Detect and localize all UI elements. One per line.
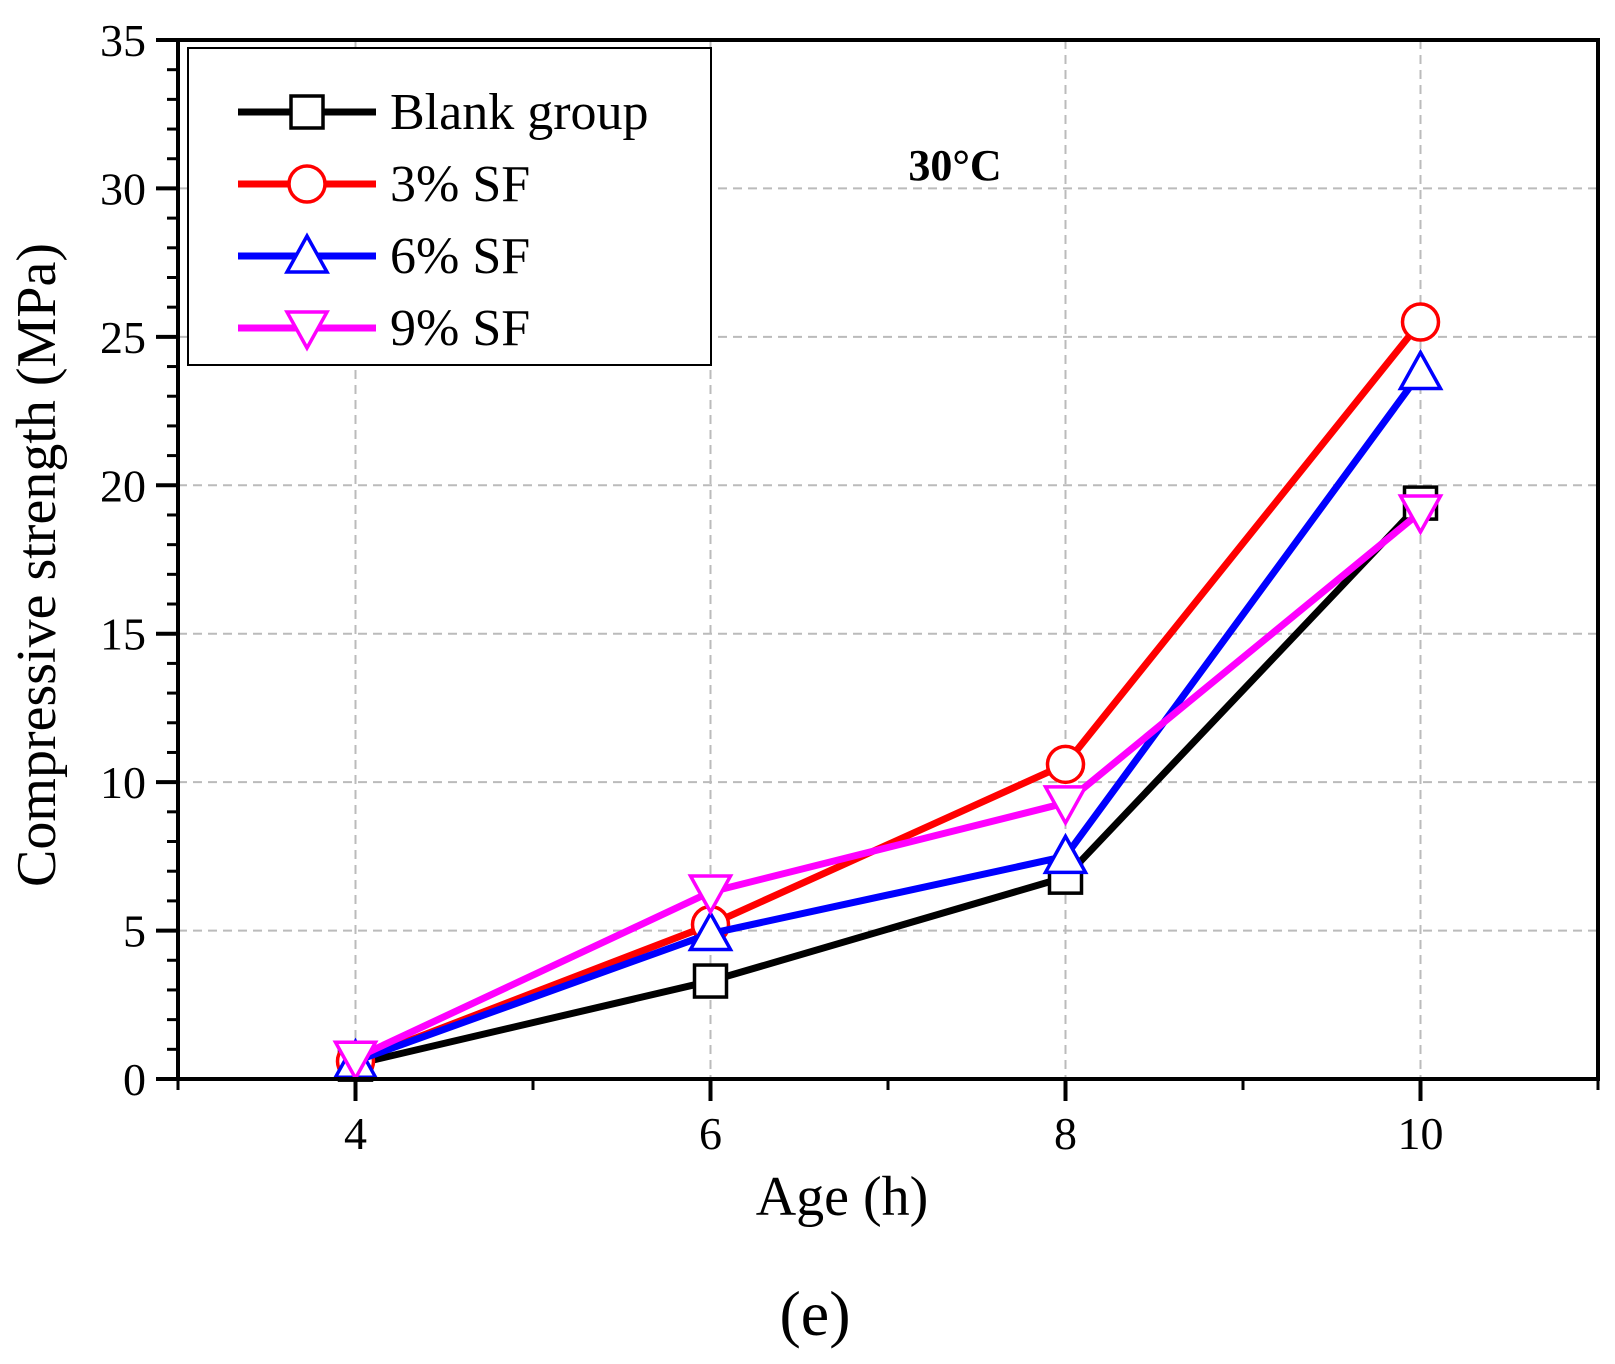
legend-marker	[284, 232, 330, 274]
series-group	[332, 302, 1444, 1082]
legend-entry: 6% SF	[238, 228, 530, 285]
x-tick-label: 10	[1398, 1108, 1444, 1159]
series-line	[354, 370, 1424, 1065]
y-tick-label: 20	[100, 460, 146, 511]
data-point	[1045, 744, 1086, 785]
temperature-annotation: 30°C	[908, 141, 1001, 190]
panel-label: (e)	[779, 1278, 850, 1349]
legend: Blank group 3% SF 6% SF 9% SF	[187, 47, 712, 366]
y-tick-label: 25	[100, 312, 146, 363]
y-tick-label: 0	[123, 1054, 146, 1105]
y-tick-label: 35	[100, 15, 146, 66]
data-point	[1042, 832, 1089, 875]
data-point	[1397, 494, 1444, 536]
x-tick-label: 8	[1054, 1108, 1077, 1159]
data-point	[1042, 785, 1089, 827]
y-tick-label: 15	[100, 609, 146, 660]
legend-entry: 3% SF	[238, 156, 530, 213]
legend-label: 6% SF	[390, 228, 530, 285]
series-3	[332, 494, 1444, 1082]
legend-label: 3% SF	[390, 156, 530, 213]
axis-ticks	[156, 38, 1600, 1101]
legend-label: 9% SF	[390, 300, 530, 357]
tick-labels: 0 5 10 15 20 25 30 35 4 6 8 10	[100, 15, 1444, 1159]
legend-marker	[287, 164, 327, 204]
legend-label: Blank group	[390, 84, 649, 141]
legend-entry: Blank group	[238, 84, 649, 141]
x-tick-label: 6	[699, 1108, 722, 1159]
data-point	[1400, 302, 1441, 342]
data-point	[332, 1040, 379, 1082]
data-point	[1397, 348, 1444, 391]
x-tick-label: 4	[344, 1108, 367, 1159]
series-line	[354, 509, 1423, 1062]
y-tick-label: 5	[123, 906, 146, 957]
x-axis-title: Age (h)	[756, 1166, 929, 1228]
legend-marker	[289, 94, 325, 130]
y-axis-title: Compressive strength (MPa)	[6, 243, 68, 887]
data-point	[692, 963, 729, 999]
y-tick-label: 30	[100, 163, 146, 214]
series-line	[354, 500, 1424, 1068]
legend-marker	[284, 310, 330, 352]
legend-entry: 9% SF	[238, 300, 530, 357]
data-point	[687, 874, 734, 916]
legend-box	[187, 47, 712, 366]
y-tick-label: 10	[100, 757, 146, 808]
data-point	[687, 909, 734, 952]
